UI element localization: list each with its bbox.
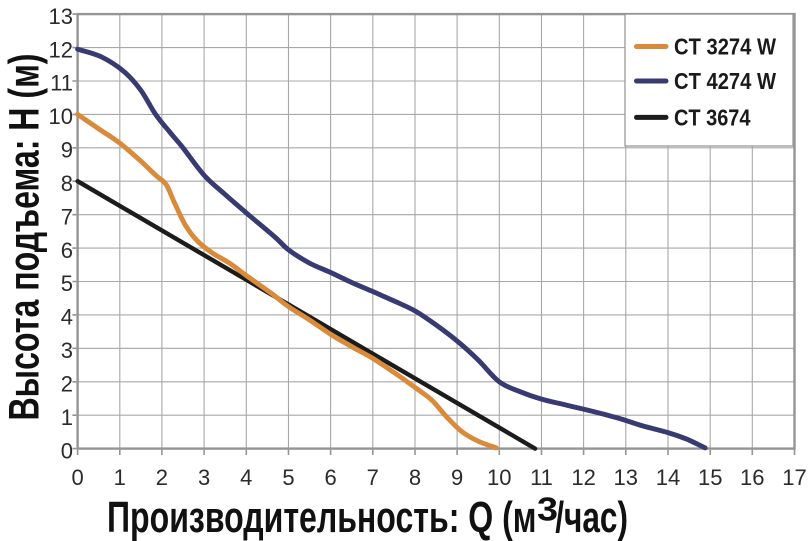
svg-text:5: 5 (61, 271, 73, 296)
svg-text:2: 2 (61, 372, 73, 397)
svg-text:0: 0 (61, 438, 73, 463)
svg-text:10: 10 (487, 465, 511, 490)
svg-text:9: 9 (451, 465, 463, 490)
svg-text:Высота подъема: Н (м): Высота подъема: Н (м) (1, 54, 49, 421)
svg-text:1: 1 (114, 465, 126, 490)
svg-text:2: 2 (156, 465, 168, 490)
svg-text:7: 7 (61, 204, 73, 229)
svg-text:12: 12 (49, 37, 73, 62)
svg-text:16: 16 (740, 465, 764, 490)
svg-text:CT 3674: CT 3674 (674, 104, 751, 130)
svg-text:12: 12 (571, 465, 595, 490)
svg-text:0: 0 (71, 465, 83, 490)
svg-text:3: 3 (61, 338, 73, 363)
svg-text:7: 7 (367, 465, 379, 490)
svg-text:6: 6 (324, 465, 336, 490)
svg-text:14: 14 (656, 465, 680, 490)
svg-text:Производительность: Q (м: Производительность: Q (м (107, 493, 537, 541)
svg-text:CT 4274 W: CT 4274 W (674, 68, 777, 94)
svg-text:13: 13 (49, 4, 73, 29)
svg-text:13: 13 (614, 465, 638, 490)
svg-text:8: 8 (409, 465, 421, 490)
svg-text:11: 11 (530, 465, 553, 490)
svg-text:8: 8 (61, 171, 73, 196)
svg-text:4: 4 (61, 305, 73, 330)
svg-text:3: 3 (537, 491, 558, 528)
svg-text:6: 6 (61, 238, 73, 263)
svg-text:10: 10 (49, 104, 73, 129)
svg-text:11: 11 (50, 71, 73, 96)
svg-text:15: 15 (698, 465, 722, 490)
svg-text:CT 3274 W: CT 3274 W (674, 34, 777, 60)
svg-text:4: 4 (240, 465, 252, 490)
svg-text:17: 17 (782, 465, 806, 490)
svg-text:1: 1 (61, 405, 73, 430)
svg-text:9: 9 (61, 138, 73, 163)
svg-text:/час): /час) (555, 493, 628, 541)
svg-text:3: 3 (198, 465, 210, 490)
svg-text:5: 5 (282, 465, 294, 490)
